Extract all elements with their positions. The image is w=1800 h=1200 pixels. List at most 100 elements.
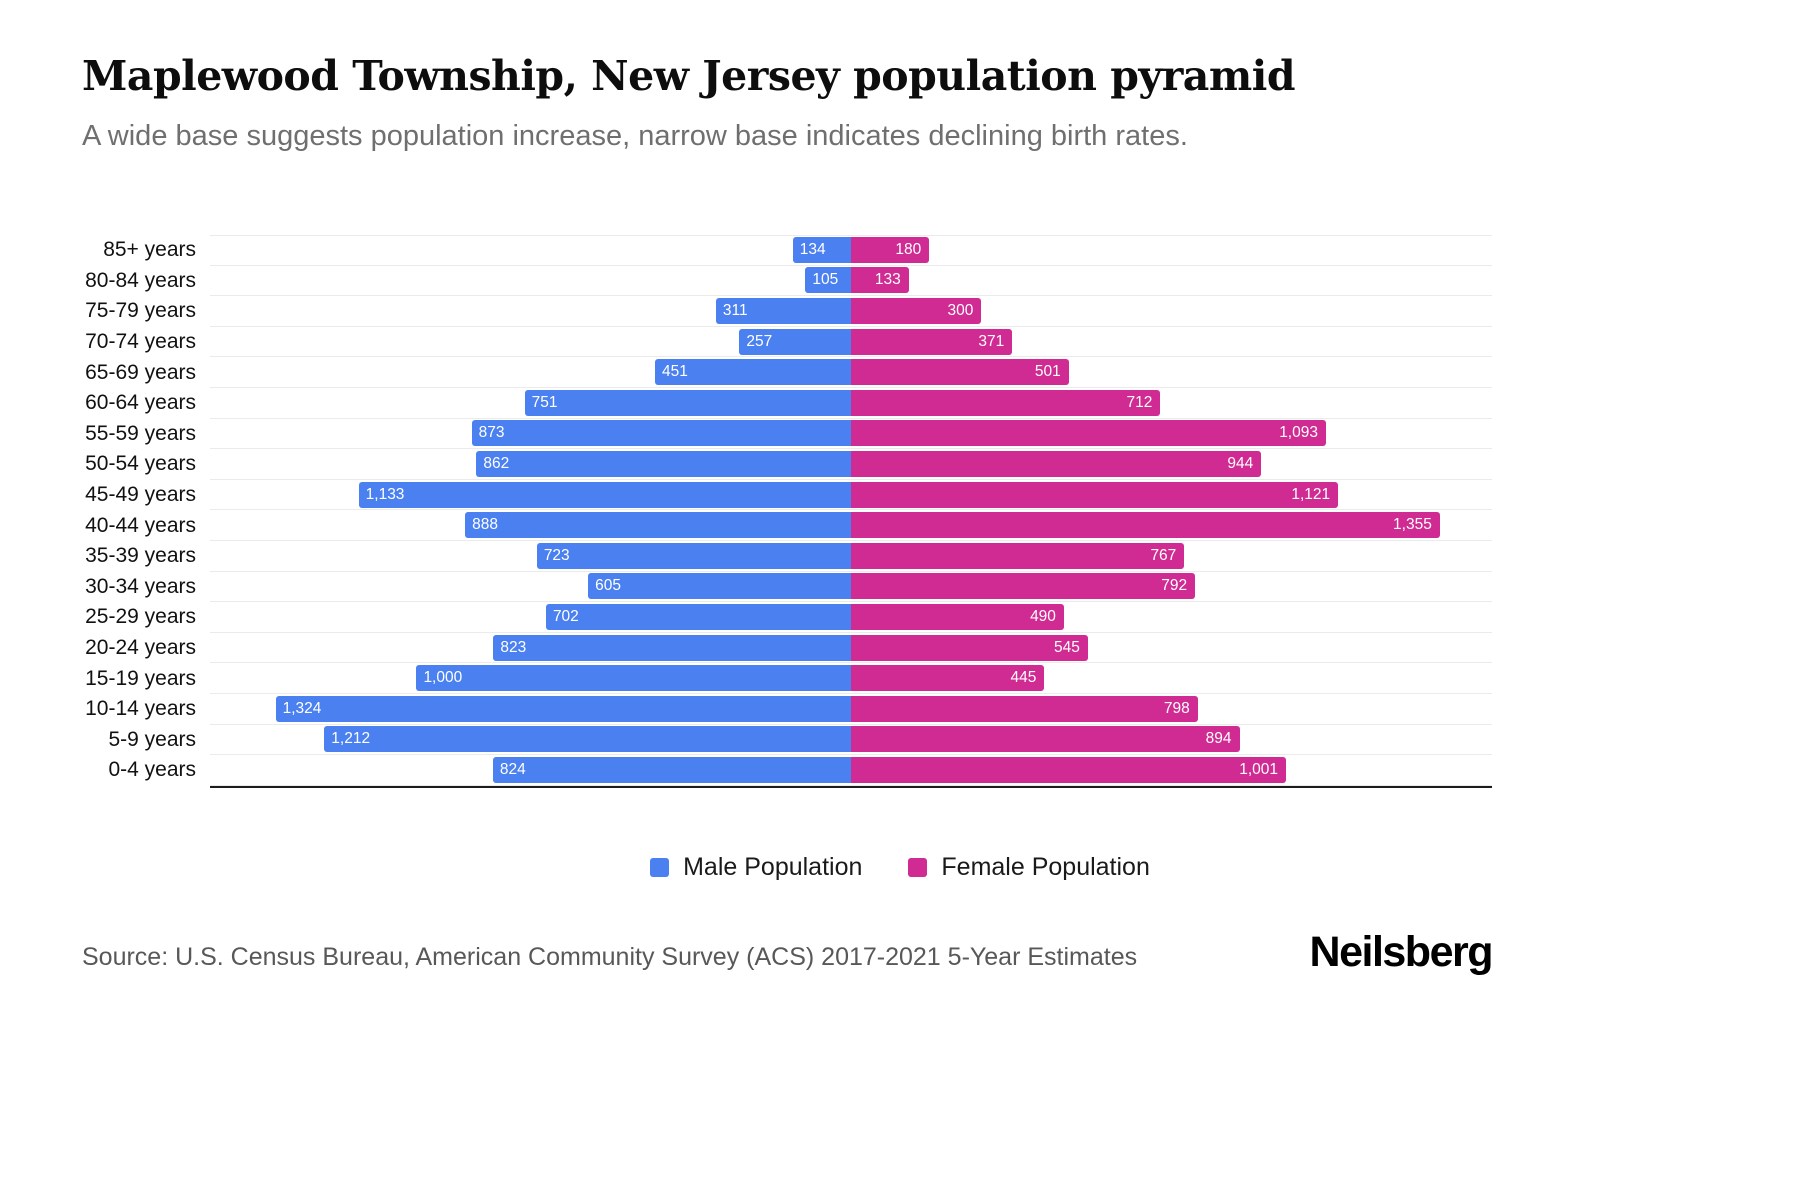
female-bar[interactable]: 1,355: [851, 512, 1440, 539]
pyramid-row: 65-69 years 451 501: [70, 357, 1492, 388]
female-value-label: 712: [1126, 393, 1153, 411]
male-bar[interactable]: 1,133: [358, 481, 851, 508]
male-bar[interactable]: 862: [476, 450, 851, 477]
male-bar[interactable]: 873: [471, 420, 851, 447]
male-value-label: 134: [799, 241, 826, 259]
female-value-label: 490: [1030, 607, 1056, 625]
female-bar[interactable]: 712: [851, 389, 1161, 416]
male-half: 751: [210, 388, 851, 418]
female-bar[interactable]: 1,093: [851, 420, 1326, 447]
row-plot: 862 944: [210, 449, 1492, 480]
female-bar[interactable]: 1,121: [851, 481, 1339, 508]
male-bar[interactable]: 105: [805, 267, 851, 294]
female-value-label: 944: [1227, 454, 1254, 472]
female-bar[interactable]: 490: [851, 603, 1064, 630]
male-value-label: 311: [722, 301, 748, 319]
male-half: 311: [210, 296, 851, 326]
male-half: 1,133: [210, 480, 851, 510]
legend-item-male[interactable]: Male Population: [650, 853, 862, 882]
row-plot: 257 371: [210, 327, 1492, 358]
male-value-label: 1,133: [365, 485, 405, 503]
pyramid-row: 35-39 years 723 767: [70, 541, 1492, 572]
female-half: 371: [851, 327, 1492, 357]
age-group-label: 50-54 years: [85, 452, 196, 476]
male-half: 134: [210, 236, 851, 265]
male-bar[interactable]: 311: [715, 297, 851, 324]
male-half: 105: [210, 266, 851, 296]
male-bar[interactable]: 723: [536, 542, 851, 569]
male-bar[interactable]: 702: [545, 603, 851, 630]
female-half: 180: [851, 236, 1492, 265]
row-plot: 1,000 445: [210, 663, 1492, 694]
male-half: 451: [210, 357, 851, 387]
pyramid-row: 30-34 years 605 792: [70, 572, 1492, 603]
age-group-label: 55-59 years: [85, 421, 196, 445]
female-bar[interactable]: 1,001: [851, 756, 1286, 783]
row-plot: 311 300: [210, 296, 1492, 327]
pyramid-row: 5-9 years 1,212 894: [70, 725, 1492, 756]
female-value-label: 133: [874, 271, 901, 289]
age-group-label: 80-84 years: [85, 268, 196, 292]
female-half: 490: [851, 602, 1492, 632]
row-plot: 105 133: [210, 266, 1492, 297]
female-value-label: 767: [1150, 546, 1177, 564]
age-group-label: 35-39 years: [85, 544, 196, 568]
male-bar[interactable]: 1,324: [275, 695, 851, 722]
age-group-label: 45-49 years: [85, 483, 196, 507]
female-bar[interactable]: 501: [851, 359, 1069, 386]
male-bar[interactable]: 824: [492, 756, 851, 783]
female-bar[interactable]: 180: [851, 237, 930, 264]
female-half: 767: [851, 541, 1492, 571]
male-bar[interactable]: 605: [588, 573, 851, 600]
female-bar[interactable]: 371: [851, 328, 1013, 355]
female-bar[interactable]: 767: [851, 542, 1185, 569]
female-value-label: 545: [1053, 638, 1080, 656]
female-bar[interactable]: 445: [851, 665, 1045, 692]
female-value-label: 1,121: [1291, 485, 1331, 503]
male-legend-swatch-icon: [650, 858, 670, 877]
row-plot: 134 180: [210, 235, 1492, 266]
male-value-label: 823: [500, 638, 527, 656]
male-half: 723: [210, 541, 851, 571]
male-value-label: 1,000: [423, 669, 463, 687]
female-bar[interactable]: 894: [851, 726, 1240, 753]
page-title: Maplewood Township, New Jersey populatio…: [82, 52, 1296, 100]
female-bar[interactable]: 944: [851, 450, 1262, 477]
neilsberg-logo[interactable]: Neilsberg: [1309, 928, 1494, 976]
row-plot: 702 490: [210, 602, 1492, 633]
female-value-label: 300: [947, 301, 974, 319]
age-group-label: 85+ years: [103, 238, 196, 262]
male-bar[interactable]: 888: [465, 512, 851, 539]
female-bar[interactable]: 545: [851, 634, 1088, 661]
female-value-label: 180: [895, 241, 922, 259]
male-bar[interactable]: 257: [739, 328, 851, 355]
legend-male-label: Male Population: [683, 853, 863, 881]
age-group-label: 10-14 years: [85, 697, 196, 721]
male-bar[interactable]: 1,212: [324, 726, 851, 753]
row-plot: 751 712: [210, 388, 1492, 419]
male-bar[interactable]: 134: [792, 237, 851, 264]
female-bar[interactable]: 133: [851, 267, 909, 294]
male-bar[interactable]: 451: [655, 359, 851, 386]
female-value-label: 1,093: [1279, 424, 1318, 442]
male-bar[interactable]: 1,000: [416, 665, 851, 692]
male-value-label: 824: [499, 760, 526, 778]
male-bar[interactable]: 823: [493, 634, 851, 661]
age-group-label: 5-9 years: [108, 727, 196, 751]
legend-item-female[interactable]: Female Population: [908, 853, 1150, 882]
row-plot: 824 1,001: [210, 755, 1492, 786]
female-bar[interactable]: 300: [851, 297, 982, 324]
age-group-label: 30-34 years: [85, 574, 196, 598]
male-value-label: 105: [812, 271, 839, 289]
age-group-label: 40-44 years: [85, 513, 196, 537]
female-bar[interactable]: 792: [851, 573, 1196, 600]
pyramid-row: 60-64 years 751 712: [70, 388, 1492, 419]
female-bar[interactable]: 798: [851, 695, 1198, 722]
male-bar[interactable]: 751: [524, 389, 851, 416]
male-half: 873: [210, 419, 851, 449]
female-half: 798: [851, 694, 1492, 724]
row-plot: 823 545: [210, 633, 1492, 664]
male-half: 1,212: [210, 725, 851, 755]
male-half: 1,000: [210, 663, 851, 693]
